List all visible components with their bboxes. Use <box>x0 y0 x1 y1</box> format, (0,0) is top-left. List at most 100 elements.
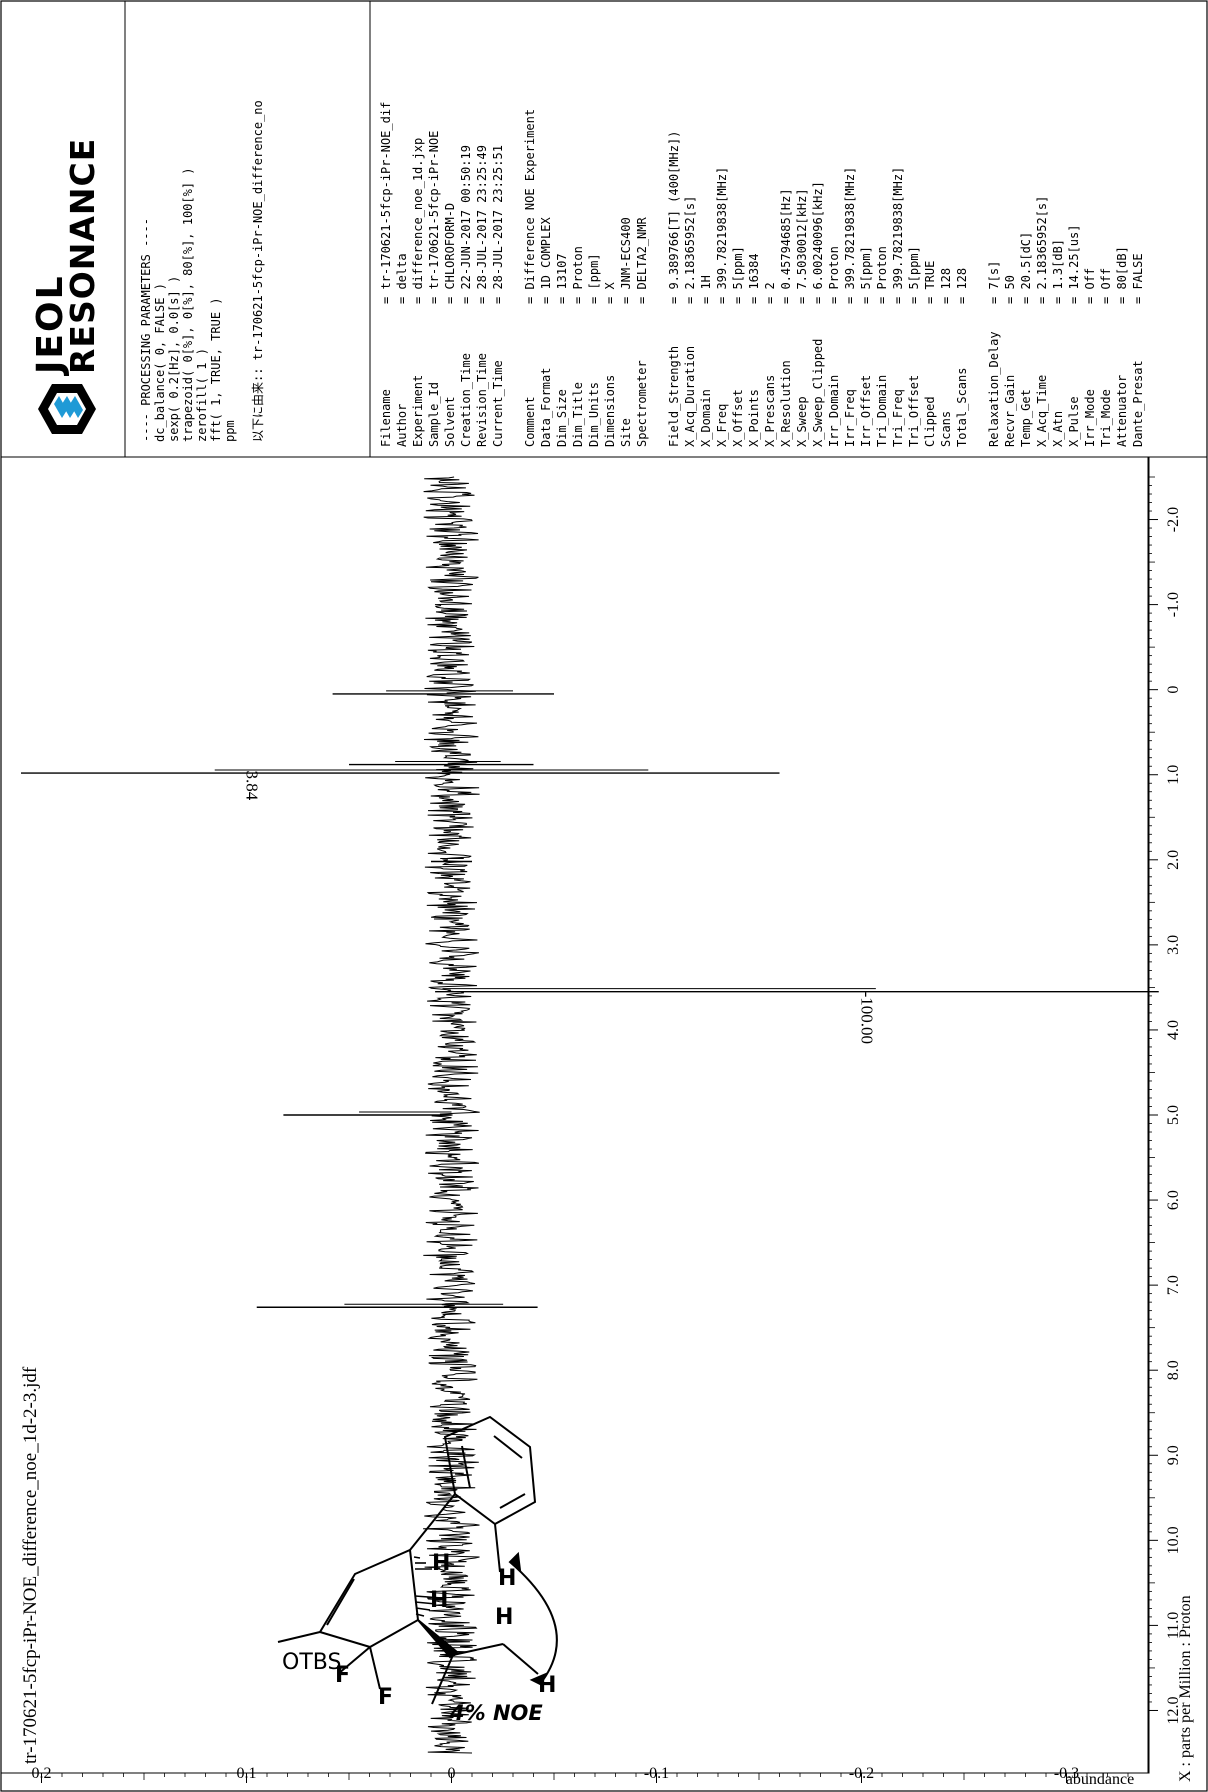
param-key: Site <box>619 418 633 447</box>
integral-labels: 3.84 -100.00 <box>243 770 877 1044</box>
ch-bond <box>502 1643 539 1675</box>
isopropyl-bond-1 <box>431 1654 454 1705</box>
param-value: = 50 <box>1003 275 1017 304</box>
param-key: Revision_Time <box>475 353 489 447</box>
processing-line: ---- PROCESSING PARAMETERS ---- <box>139 218 153 442</box>
param-value: = 399.78219838[MHz] <box>843 167 857 304</box>
otbs-bond <box>277 1631 321 1643</box>
x-tick-label: 4.0 <box>1165 1020 1182 1040</box>
param-value: = 6.00240096[kHz] <box>811 181 825 304</box>
integral-value: 3.84 <box>243 770 262 800</box>
param-value: = 80[dB] <box>1115 246 1129 304</box>
param-key: Comment <box>523 396 537 447</box>
isopropyl-bond-2 <box>452 1643 504 1656</box>
processing-line: sexp( 0.2[Hz], 0.0[s] ) <box>167 276 181 442</box>
f2-label: F <box>378 1685 393 1710</box>
h-label-5: H <box>498 1566 516 1591</box>
param-value: = tr-170621-5fcp-iPr-NOE_dif <box>379 102 393 304</box>
param-value: = Off <box>1099 268 1113 304</box>
h-label-2: H <box>432 1551 450 1576</box>
param-value: = 28-JUL-2017 23:25:51 <box>491 145 505 304</box>
x-tick-label: 6.0 <box>1165 1190 1182 1210</box>
x-axis: 12.0 11.0 10.0 9.0 8.0 7.0 6.0 5.0 4.0 3.0 2.0 1.0 0… <box>1 476 1182 1774</box>
param-key: Clipped <box>923 396 937 447</box>
param-value: = 7[s] <box>987 261 1001 304</box>
param-key: X_Pulse <box>1067 396 1081 447</box>
param-value: = JNM-ECS400 <box>619 217 633 304</box>
h-label-4: H <box>538 1673 556 1698</box>
x-tick-label: 12.0 <box>1165 1696 1182 1724</box>
param-value: = 16384 <box>747 253 761 304</box>
param-value: = 399.78219838[MHz] <box>891 167 905 304</box>
param-key: Dante_Presat <box>1131 360 1145 447</box>
param-key: Sample_Id <box>427 382 441 447</box>
param-value: = 5[ppm] <box>731 246 745 304</box>
param-key: Recvr_Gain <box>1003 375 1017 447</box>
structure-labels: OTBS F F H H H H H 4% NOE <box>282 1551 556 1725</box>
param-key: X_Offset <box>731 389 745 447</box>
param-key: X_Domain <box>699 389 713 447</box>
param-value: = 1H <box>699 275 713 304</box>
noe-arrow <box>509 1561 558 1685</box>
param-key: X_Sweep <box>795 396 809 447</box>
phenyl-ring <box>443 1415 537 1526</box>
spectrum-file-title: tr-170621-5fcp-iPr-NOE_difference_noe_1d… <box>20 1366 41 1764</box>
param-value: = 2.18365952[s] <box>1035 196 1049 304</box>
param-key: Attenuator <box>1115 375 1129 447</box>
param-value: = 128 <box>955 268 969 304</box>
param-key: X_Acq_Duration <box>683 346 697 447</box>
param-key: Dim_Size <box>555 389 569 447</box>
jeol-logo-icon <box>38 384 96 434</box>
cf-bond-1 <box>337 1646 371 1675</box>
param-value: = [ppm] <box>587 253 601 304</box>
x-tick-label: 0 <box>1165 686 1182 694</box>
param-value: = delta <box>395 253 409 304</box>
param-key: Experiment <box>411 375 425 447</box>
param-value: = 7.5030012[kHz] <box>795 188 809 304</box>
param-key: Filename <box>379 389 393 447</box>
param-value: = 14.25[us] <box>1067 225 1081 304</box>
processing-line: 以下に由来:: tr-170621-5fcp-iPr-NOE_differenc… <box>251 100 265 442</box>
param-value: = difference_noe_1d.jxp <box>411 138 425 304</box>
processing-line: trapezoid( 0[%], 0[%], 80[%], 100[%] ) <box>181 167 195 442</box>
param-value: = TRUE <box>923 261 937 304</box>
processing-line: fft( 1, TRUE, TRUE ) <box>209 298 223 443</box>
processing-line: ppm <box>223 420 237 442</box>
param-key: Relaxation_Delay <box>987 331 1001 447</box>
noe-arrow-head-2 <box>529 1671 549 1686</box>
x-tick-label: 7.0 <box>1165 1275 1182 1295</box>
spectrum-trace <box>21 476 1159 1754</box>
x-tick-label: 5.0 <box>1165 1105 1182 1125</box>
h-label-3: H <box>495 1605 513 1630</box>
param-value: = 5[ppm] <box>907 246 921 304</box>
param-value: = 28-JUL-2017 23:25:49 <box>475 145 489 304</box>
param-value: = Proton <box>827 246 841 304</box>
param-value: = tr-170621-5fcp-iPr-NOE <box>427 131 441 304</box>
param-key: Dimensions <box>603 375 617 447</box>
f1-label: F <box>335 1663 350 1688</box>
x-tick-label: 11.0 <box>1165 1612 1182 1639</box>
param-key: Irr_Offset <box>859 375 873 447</box>
phenyl-double-1 <box>461 1445 471 1489</box>
y-axis: 0.20.10-0.1-0.2-0.3 <box>32 457 1149 1783</box>
param-value: = 22-JUN-2017 00:50:19 <box>459 145 473 304</box>
x-tick-label: 8.0 <box>1165 1360 1182 1380</box>
phenyl-double-2 <box>493 1435 523 1459</box>
param-key: Tri_Mode <box>1099 389 1113 447</box>
param-key: Solvent <box>443 396 457 447</box>
integral-value: -100.00 <box>858 992 877 1044</box>
param-value: = 20.5[dC] <box>1019 232 1033 304</box>
param-key: Data_Format <box>539 368 553 447</box>
param-key: X_Acq_Time <box>1035 375 1049 447</box>
param-key: Tri_Domain <box>875 375 889 447</box>
param-key: Dim_Title <box>571 382 585 447</box>
param-key: Current_Time <box>491 360 505 447</box>
x-tick-label: 3.0 <box>1165 935 1182 955</box>
param-key: Spectrometer <box>635 360 649 447</box>
param-key: X_Atn <box>1051 411 1065 447</box>
x-tick-label: 10.0 <box>1165 1526 1182 1554</box>
param-key: X_Freq <box>715 404 729 447</box>
param-key: Author <box>395 404 409 447</box>
param-key: Irr_Freq <box>843 389 857 447</box>
